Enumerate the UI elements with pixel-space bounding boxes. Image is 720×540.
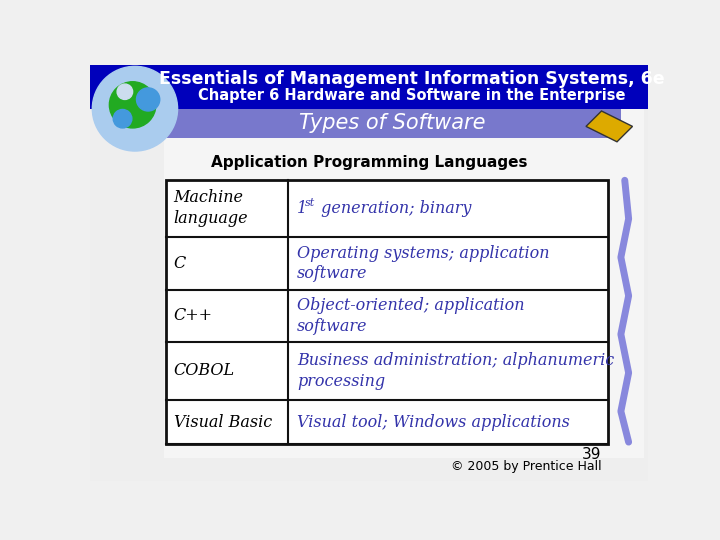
Bar [163, 109, 621, 138]
Text: Object-oriented; application
software: Object-oriented; application software [297, 297, 524, 335]
Text: generation; binary: generation; binary [315, 200, 471, 217]
Bar [90, 109, 648, 481]
Text: st: st [305, 198, 315, 208]
Bar [166, 179, 608, 444]
Text: Business administration; alphanumeric
processing: Business administration; alphanumeric pr… [297, 352, 614, 390]
Text: C++: C++ [174, 307, 212, 325]
Circle shape [92, 66, 178, 151]
Circle shape [137, 88, 160, 111]
Bar [90, 65, 648, 109]
Text: 39: 39 [582, 447, 601, 462]
Circle shape [109, 82, 156, 128]
Text: Operating systems; application
software: Operating systems; application software [297, 245, 549, 282]
Polygon shape [586, 111, 632, 142]
Text: Essentials of Management Information Systems, 6e: Essentials of Management Information Sys… [159, 70, 665, 87]
Text: Types of Software: Types of Software [299, 113, 485, 133]
Text: 1: 1 [297, 200, 307, 217]
Text: C: C [174, 255, 186, 272]
Text: Visual Basic: Visual Basic [174, 414, 272, 430]
Text: Visual tool; Windows applications: Visual tool; Windows applications [297, 414, 570, 430]
Text: Application Programming Languages: Application Programming Languages [211, 155, 527, 170]
Circle shape [113, 110, 132, 128]
Text: © 2005 by Prentice Hall: © 2005 by Prentice Hall [451, 460, 601, 473]
Text: COBOL: COBOL [174, 362, 235, 380]
Circle shape [117, 84, 132, 99]
Bar [163, 109, 644, 457]
Text: Chapter 6 Hardware and Software in the Enterprise: Chapter 6 Hardware and Software in the E… [198, 88, 626, 103]
Text: Machine
language: Machine language [174, 190, 248, 227]
